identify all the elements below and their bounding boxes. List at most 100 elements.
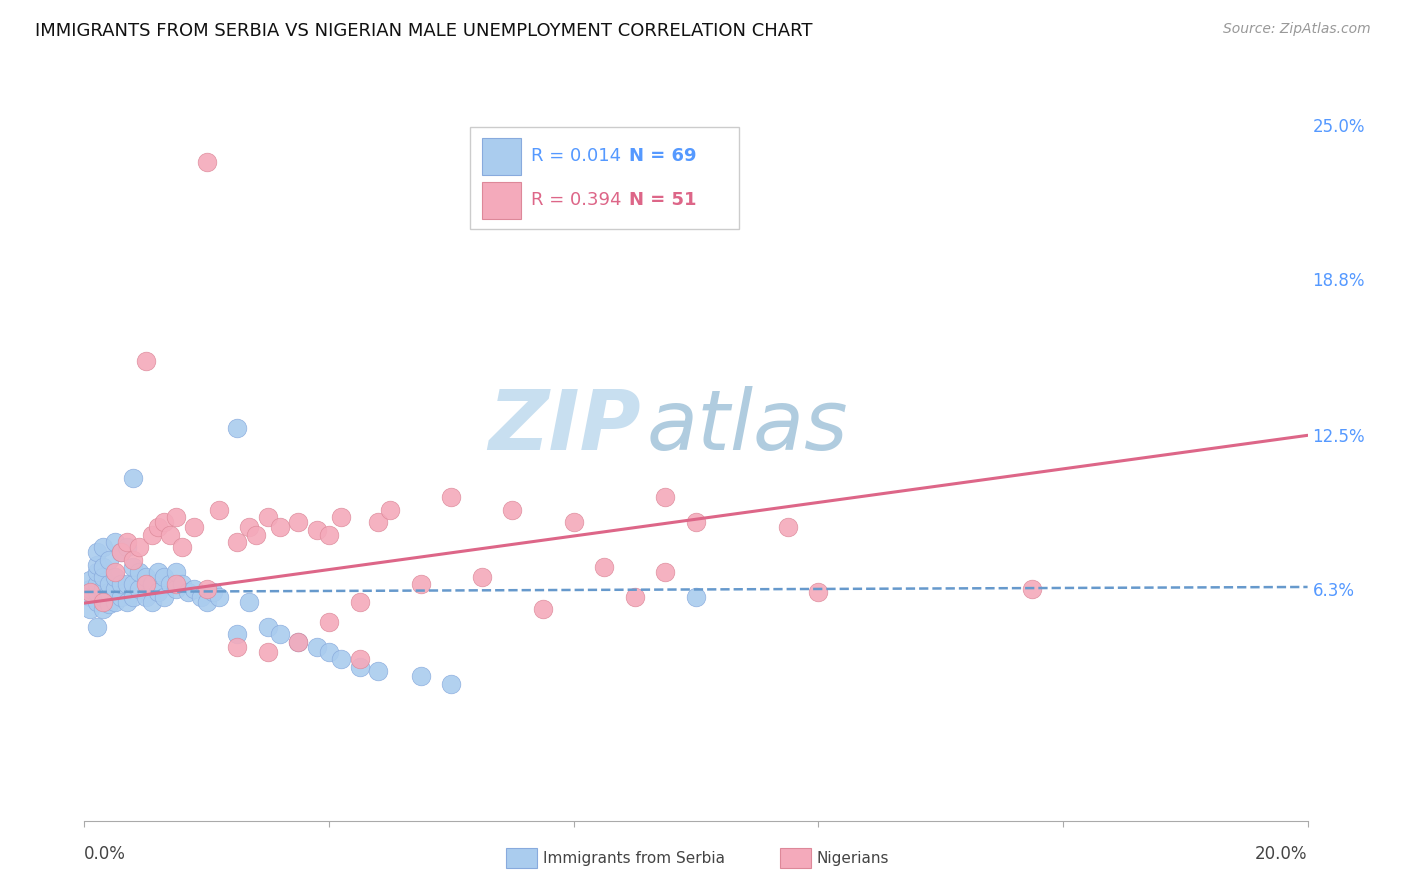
Point bbox=[128, 540, 150, 554]
Text: IMMIGRANTS FROM SERBIA VS NIGERIAN MALE UNEMPLOYMENT CORRELATION CHART: IMMIGRANTS FROM SERBIA VS NIGERIAN MALE … bbox=[35, 22, 813, 40]
Text: N = 51: N = 51 bbox=[628, 192, 696, 210]
Point bbox=[104, 570, 127, 584]
Point bbox=[128, 565, 150, 579]
Point bbox=[440, 677, 463, 691]
Point bbox=[110, 590, 132, 604]
Point bbox=[685, 590, 707, 604]
Point bbox=[226, 627, 249, 641]
Point bbox=[122, 590, 145, 604]
Point bbox=[104, 582, 127, 597]
Text: R = 0.014: R = 0.014 bbox=[531, 147, 621, 165]
Point bbox=[86, 565, 108, 579]
Point bbox=[1021, 582, 1043, 597]
Point bbox=[128, 582, 150, 597]
FancyBboxPatch shape bbox=[482, 138, 522, 175]
Point bbox=[685, 516, 707, 530]
Point bbox=[135, 590, 157, 604]
Point bbox=[287, 634, 309, 648]
Point bbox=[201, 585, 224, 599]
Point bbox=[226, 640, 249, 654]
Point bbox=[238, 520, 260, 534]
Point bbox=[593, 560, 616, 574]
Point bbox=[104, 595, 127, 609]
Point bbox=[97, 585, 120, 599]
Text: N = 69: N = 69 bbox=[628, 147, 696, 165]
Point bbox=[110, 577, 132, 591]
Point bbox=[110, 545, 132, 559]
Point bbox=[104, 535, 127, 549]
Point bbox=[257, 510, 280, 524]
Point bbox=[269, 627, 291, 641]
Point bbox=[409, 577, 432, 591]
Point bbox=[807, 585, 830, 599]
Point bbox=[79, 573, 101, 587]
Point bbox=[318, 528, 340, 542]
Point bbox=[172, 540, 194, 554]
Point bbox=[146, 585, 169, 599]
Point bbox=[159, 577, 181, 591]
Point bbox=[97, 577, 120, 591]
Point bbox=[287, 516, 309, 530]
Point bbox=[349, 595, 371, 609]
Point bbox=[330, 510, 353, 524]
Point bbox=[104, 565, 127, 579]
Point bbox=[238, 595, 260, 609]
Point bbox=[146, 520, 169, 534]
Point bbox=[349, 659, 371, 673]
Text: 20.0%: 20.0% bbox=[1256, 846, 1308, 863]
Point bbox=[79, 582, 101, 597]
Point bbox=[562, 516, 585, 530]
Point bbox=[122, 552, 145, 566]
Point bbox=[91, 595, 114, 609]
Point bbox=[257, 620, 280, 634]
Point bbox=[122, 470, 145, 484]
Point bbox=[110, 545, 132, 559]
Point bbox=[86, 620, 108, 634]
Point bbox=[654, 565, 676, 579]
Text: Immigrants from Serbia: Immigrants from Serbia bbox=[543, 851, 724, 865]
Point bbox=[86, 558, 108, 572]
Point bbox=[624, 590, 647, 604]
Point bbox=[86, 595, 108, 609]
Point bbox=[91, 560, 114, 574]
Text: 0.0%: 0.0% bbox=[84, 846, 127, 863]
Point bbox=[245, 528, 267, 542]
Text: R = 0.394: R = 0.394 bbox=[531, 192, 621, 210]
Text: Source: ZipAtlas.com: Source: ZipAtlas.com bbox=[1223, 22, 1371, 37]
Point bbox=[318, 615, 340, 629]
FancyBboxPatch shape bbox=[482, 182, 522, 219]
Y-axis label: Male Unemployment: Male Unemployment bbox=[0, 355, 8, 528]
Point bbox=[183, 520, 205, 534]
Point bbox=[318, 644, 340, 658]
Point bbox=[190, 590, 212, 604]
Point bbox=[91, 540, 114, 554]
Point bbox=[159, 528, 181, 542]
Point bbox=[91, 570, 114, 584]
Point bbox=[380, 503, 402, 517]
Point bbox=[86, 545, 108, 559]
Point bbox=[141, 577, 163, 591]
Point bbox=[97, 552, 120, 566]
Point bbox=[135, 570, 157, 584]
Point bbox=[409, 669, 432, 683]
Point bbox=[305, 640, 328, 654]
Point bbox=[91, 582, 114, 597]
Point bbox=[146, 565, 169, 579]
Point bbox=[172, 577, 194, 591]
Point bbox=[269, 520, 291, 534]
Point bbox=[226, 535, 249, 549]
Point bbox=[440, 491, 463, 505]
Point bbox=[135, 577, 157, 591]
Point bbox=[367, 665, 389, 679]
Point bbox=[177, 585, 200, 599]
Point bbox=[115, 535, 138, 549]
Point bbox=[195, 582, 218, 597]
Point bbox=[153, 590, 176, 604]
Point bbox=[165, 582, 187, 597]
Point bbox=[141, 595, 163, 609]
Point bbox=[471, 570, 494, 584]
Point bbox=[287, 634, 309, 648]
Point bbox=[531, 602, 554, 616]
Point bbox=[115, 595, 138, 609]
Point bbox=[115, 577, 138, 591]
